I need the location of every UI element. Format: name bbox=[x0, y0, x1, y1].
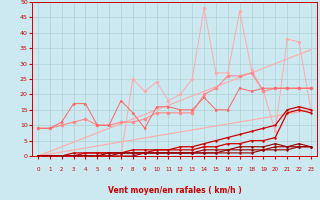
X-axis label: Vent moyen/en rafales ( km/h ): Vent moyen/en rafales ( km/h ) bbox=[108, 186, 241, 195]
